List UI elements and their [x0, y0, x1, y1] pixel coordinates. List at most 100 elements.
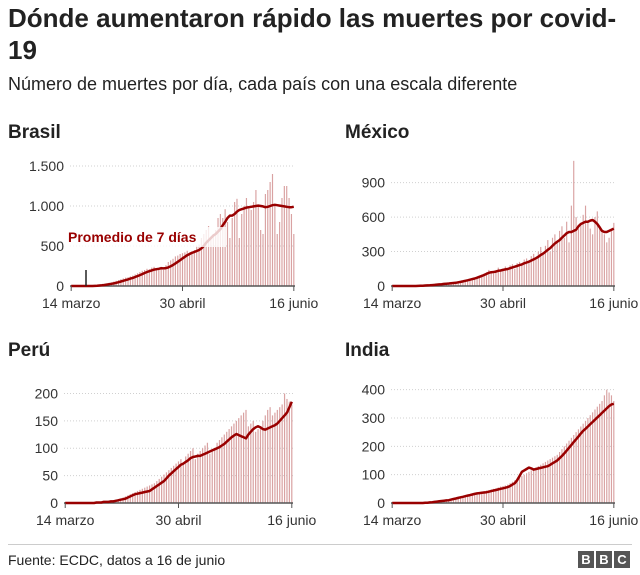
daily-bar: [514, 480, 516, 503]
daily-bar: [186, 250, 188, 286]
daily-bar: [502, 486, 504, 503]
daily-bar: [587, 221, 589, 286]
daily-bar: [606, 242, 608, 286]
daily-bar: [507, 484, 509, 503]
x-tick-label: 30 abril: [480, 512, 526, 528]
daily-bar: [151, 484, 153, 503]
daily-bar: [286, 186, 288, 286]
daily-bar: [184, 252, 186, 286]
daily-bar: [141, 270, 143, 286]
daily-bar: [203, 234, 205, 286]
daily-bar: [170, 260, 172, 286]
daily-bar: [485, 490, 488, 503]
daily-bar: [162, 270, 165, 286]
x-tick-label: 16 junio: [589, 512, 638, 528]
daily-bar: [613, 222, 615, 286]
daily-bar: [163, 474, 165, 503]
daily-bar: [238, 418, 240, 503]
daily-bar: [291, 404, 293, 503]
daily-bar: [224, 209, 226, 286]
daily-bar: [276, 409, 278, 503]
daily-bar: [559, 452, 561, 503]
daily-bar: [570, 437, 572, 503]
chart-india: 0 100 200 300 400 14 marzo 30 abril 16 junio: [362, 382, 639, 528]
daily-bar: [450, 499, 452, 503]
x-tick-label: 14 marzo: [42, 295, 101, 311]
daily-bar: [452, 498, 455, 503]
daily-bar: [504, 266, 506, 286]
y-tick-label: 100: [35, 440, 59, 456]
daily-bar: [129, 276, 131, 286]
daily-bar: [226, 431, 228, 503]
x-tick-label: 30 abril: [480, 295, 526, 311]
daily-bar: [457, 497, 459, 503]
daily-bar: [554, 234, 556, 286]
bbc-logo-block: C: [614, 551, 630, 568]
daily-bar: [193, 250, 195, 286]
daily-bar: [467, 495, 469, 503]
daily-bar: [173, 465, 175, 503]
daily-bar: [180, 459, 182, 503]
daily-bar: [136, 273, 139, 286]
daily-bar: [526, 473, 528, 503]
daily-bar: [573, 435, 575, 503]
daily-bar: [250, 423, 252, 503]
daily-bar: [533, 469, 535, 503]
daily-bar: [537, 466, 539, 503]
daily-bar: [200, 238, 203, 286]
daily-bar: [212, 234, 214, 286]
daily-bar: [544, 461, 547, 503]
daily-bar: [481, 491, 483, 503]
y-tick-label: 0: [56, 278, 64, 294]
daily-bar: [236, 198, 238, 286]
daily-bar: [559, 230, 561, 286]
daily-bar: [274, 206, 276, 286]
daily-bar: [483, 273, 485, 286]
daily-bar: [181, 253, 184, 286]
daily-bar: [488, 269, 490, 286]
daily-bar: [144, 487, 146, 503]
daily-bar: [182, 464, 184, 503]
daily-bar: [592, 412, 594, 503]
daily-bar: [242, 412, 245, 503]
daily-bar: [214, 448, 216, 503]
y-tick-label: 1.500: [29, 158, 64, 174]
daily-bar: [185, 456, 187, 503]
panel-peru: Perú 0 50 100 150 200 14 marzo 30 abril 16 juni…: [8, 340, 317, 540]
daily-bar: [160, 266, 162, 286]
daily-bar: [144, 270, 146, 286]
daily-bar: [500, 271, 502, 286]
daily-bar: [158, 268, 160, 286]
daily-bar: [235, 420, 237, 503]
daily-bar: [179, 254, 181, 286]
daily-bar: [219, 214, 221, 286]
average-line: [392, 402, 615, 505]
daily-bar: [206, 442, 209, 503]
daily-bar: [606, 389, 608, 503]
daily-bar: [556, 242, 558, 286]
panel-title: India: [345, 340, 390, 361]
daily-bar: [187, 453, 189, 503]
x-tick-label: 14 marzo: [363, 295, 422, 311]
x-tick-label: 14 marzo: [36, 512, 95, 528]
average-line: [392, 218, 615, 288]
daily-bar: [518, 261, 521, 286]
daily-bar: [469, 494, 471, 503]
daily-bar: [483, 491, 485, 503]
daily-bar: [492, 273, 495, 286]
daily-bar: [490, 271, 492, 286]
daily-bar: [267, 409, 269, 503]
daily-bar: [269, 182, 271, 286]
daily-bar: [230, 426, 233, 503]
daily-bar: [530, 256, 532, 286]
daily-bar: [462, 280, 464, 286]
daily-bar: [151, 267, 153, 286]
daily-bar: [281, 198, 283, 286]
daily-bar: [589, 228, 591, 286]
daily-bar: [191, 251, 193, 286]
daily-bar: [252, 420, 254, 503]
daily-bar: [549, 251, 551, 286]
daily-bar: [584, 205, 587, 286]
daily-bar: [455, 282, 457, 286]
daily-bar: [523, 259, 525, 286]
